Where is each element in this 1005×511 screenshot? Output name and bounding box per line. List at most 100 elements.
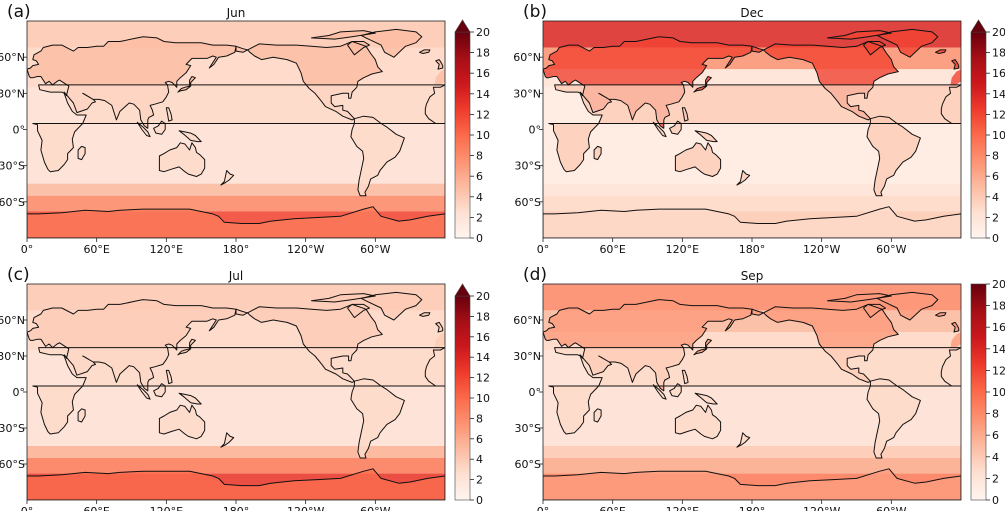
panel-title: Sep [741,269,764,283]
lat-tick-label: 30°S [515,160,541,173]
coastline-madagascar [593,408,602,423]
land-fill-sumatra [653,122,667,137]
coastline-borneo [669,383,682,398]
coastline-new-guinea [694,392,718,405]
land-fill-antarctica [543,468,961,500]
coastline-baffin [863,41,886,56]
land-fill-eurasia-west [950,332,961,349]
land-fill-iceland [419,49,430,54]
latitude-band [543,458,961,474]
land-fill-baffin [347,41,370,55]
lon-tick-label: 120°E [666,243,699,256]
coastline-north-america [763,303,899,383]
coastline-arctic-islands [311,30,376,40]
land-fill-north-america [763,41,899,120]
coastline-philippines [165,107,173,122]
colorbar: 0 2 4 6 8 10 12 14 16 18 20 [454,283,490,507]
colorbar-tick-label: 14 [992,88,1005,101]
lon-tick-label: 0° [537,243,550,256]
land-fill-iceland [935,49,946,54]
coastline-africa [32,84,445,173]
panel-title: Jul [228,269,243,283]
lon-tick-label: 120°W [287,505,324,511]
land-fill-baffin [347,304,370,318]
coastline-sumatra [136,384,151,400]
coastline-greenland [360,28,423,58]
coastline-south-america [866,115,921,197]
colorbar-tick-label: 16 [476,331,490,344]
land-fill-baffin [863,304,886,318]
colorbar-tick-label: 18 [992,300,1005,313]
colorbar-tick-label: 2 [992,211,999,224]
field-layer [543,21,961,238]
land-fill-australia [159,142,205,177]
colorbar-extend-arrow [454,283,471,297]
coastline-sumatra [652,121,667,138]
land-fill-borneo [153,383,166,397]
land-fill-new-zealand [220,170,234,185]
map-panel-dec: (b) Dec 60°N 30°N 0° 30°S 60°S 0° 60°E 120°E 180° 1… [513,2,1005,256]
coastline-new-guinea [178,392,202,405]
land-fill-south-america [867,378,921,458]
field-layer [27,284,445,500]
colorbar-tick-label: 4 [992,451,999,464]
colorbar-tick-label: 8 [992,408,999,421]
colorbar-tick-label: 10 [992,129,1005,142]
lon-tick-label: 120°W [287,243,324,256]
lat-tick-label: 0° [13,386,26,399]
coastline-baffin [347,303,370,319]
lon-tick-label: 120°E [150,505,183,511]
lat-tick-label: 0° [529,124,542,137]
land-fill-new-guinea [179,393,202,404]
lat-tick-label: 60°S [515,458,541,471]
colorbar: 0 2 4 6 8 10 12 14 16 18 20 [970,278,1005,507]
lat-tick-label: 30°N [0,350,25,363]
coastline-antarctica [543,468,961,500]
land-fill-new-zealand [736,170,750,185]
land-fill-sumatra [653,384,667,400]
panel-letter: (c) [7,265,30,285]
land-fill-eurasia-west [434,332,445,349]
coastline-north-america [763,41,899,121]
lat-tick-label: 30°S [0,422,25,435]
lat-tick-label: 0° [13,124,26,137]
land-fill-arctic-islands [827,30,892,40]
land-fill-sumatra [137,384,151,400]
colorbar-tick-label: 4 [992,191,999,204]
lon-tick-label: 60°W [360,505,390,511]
colorbar-tick-label: 8 [992,150,999,163]
coastline-chukotka [751,308,765,316]
colorbar-tick-label: 20 [476,26,490,39]
lon-tick-label: 0° [21,505,34,511]
colorbar-tick-label: 12 [476,372,490,385]
land-fill-arctic-islands [311,293,376,302]
land-fill-australia [159,405,205,439]
coastline-chukotka [235,308,249,316]
land-fill-new-zealand [736,432,750,448]
land-fill-south-america [350,378,405,458]
coastline-japan [693,76,712,93]
lon-tick-label: 60°E [599,505,625,511]
coastline-madagascar [77,145,86,161]
colorbar-extend-arrow [454,19,471,33]
land-fill-eurasia-west [434,69,445,87]
colorbar-tick-label: 6 [476,170,483,183]
coastline-new-guinea [694,130,718,143]
coastline-borneo [153,383,166,398]
colorbar-tick-label: 14 [476,88,490,101]
lon-tick-label: 0° [537,505,550,511]
land-fill-africa-west-wrap [425,347,445,386]
colorbar-tick-label: 4 [476,453,483,466]
colorbar-tick-label: 0 [992,232,999,245]
land-fill-north-america [247,304,383,383]
colorbar-tick-label: 2 [476,474,483,487]
colorbar-tick-label: 0 [992,494,999,507]
coastline-borneo [153,120,166,135]
latitude-band [27,195,445,212]
coastline-australia [158,404,206,440]
panel-title: Dec [740,6,763,20]
latitude-band [543,446,961,458]
colorbar-tick-label: 12 [992,108,1005,121]
land-fill-iceland [935,312,946,317]
